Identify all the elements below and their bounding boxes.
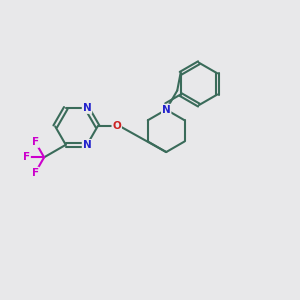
Text: N: N <box>162 105 171 115</box>
Text: O: O <box>112 122 121 131</box>
Text: F: F <box>23 152 30 162</box>
Text: N: N <box>82 140 91 150</box>
Text: F: F <box>32 168 39 178</box>
Text: F: F <box>32 137 39 147</box>
Text: N: N <box>82 103 91 113</box>
